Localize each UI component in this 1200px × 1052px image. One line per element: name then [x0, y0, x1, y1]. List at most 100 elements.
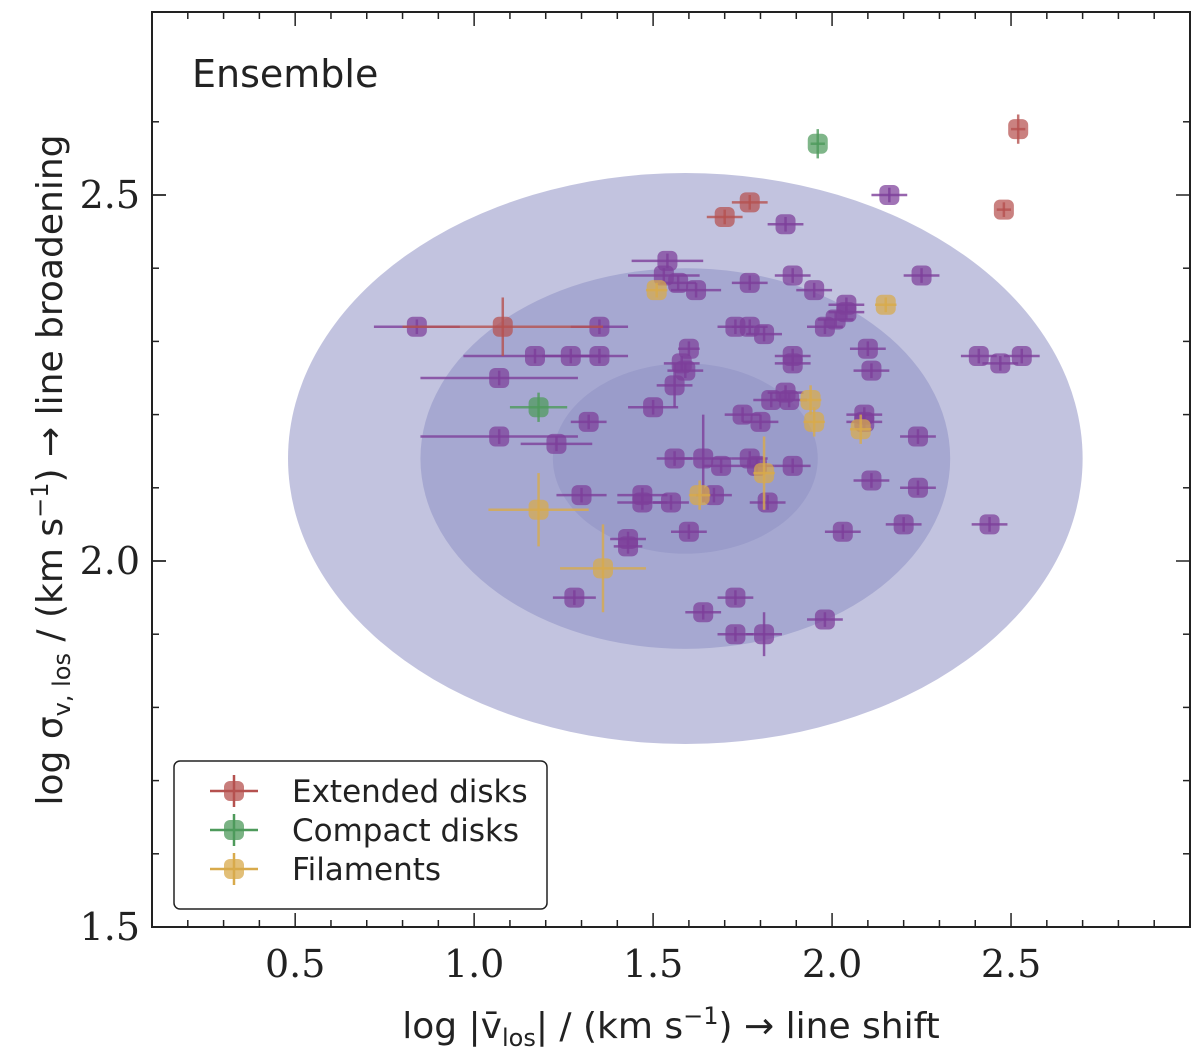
x-axis-label-sup: −1: [683, 1002, 718, 1030]
data-point-filaments: [803, 407, 825, 437]
legend-entry-compact-disks: Compact disks: [210, 813, 519, 849]
data-point-ensemble: [774, 265, 811, 286]
data-point-ensemble: [853, 360, 890, 381]
marker: [782, 265, 803, 286]
data-point-ensemble: [1003, 346, 1040, 367]
x-tick-label: 2.5: [981, 942, 1041, 986]
data-point-extended-disks: [1008, 114, 1029, 144]
marker: [492, 316, 513, 337]
legend-entry-filaments: Filaments: [210, 852, 441, 888]
marker: [857, 338, 878, 359]
marker: [564, 587, 585, 608]
marker: [750, 411, 771, 432]
marker: [668, 272, 689, 293]
marker: [643, 397, 664, 418]
x-axis-label-var: v̄: [481, 1006, 502, 1047]
marker: [800, 389, 821, 410]
legend-frame: [173, 760, 548, 910]
marker: [592, 558, 613, 579]
marker: [832, 521, 853, 542]
marker: [1008, 119, 1029, 140]
y-axis-label: log σv, los / (km s−1) → line broadening: [26, 135, 76, 806]
x-axis-label-sub: los: [502, 1024, 536, 1052]
marker: [725, 587, 746, 608]
x-tick-label: 2.0: [802, 942, 862, 986]
data-point-filaments: [688, 480, 711, 510]
marker: [693, 448, 714, 469]
marker: [979, 514, 1000, 535]
data-point-ensemble: [570, 346, 629, 367]
marker: [968, 346, 989, 367]
marker: [907, 426, 928, 447]
data-point-ensemble: [653, 492, 689, 513]
marker: [664, 375, 685, 396]
marker: [578, 411, 599, 432]
data-point-ensemble: [731, 272, 768, 293]
axis-ticks: 0.5 1.0 1.5 2.0 2.5 1.5 2.0 2.5: [80, 12, 1190, 986]
data-point-ensemble: [678, 338, 700, 359]
data-point-ensemble: [903, 265, 940, 286]
data-point-compact-disks: [807, 129, 828, 159]
panel-label: Ensemble: [192, 52, 378, 96]
legend-label: Extended disks: [292, 774, 528, 810]
legend-label: Filaments: [292, 852, 441, 888]
data-point-ensemble: [771, 389, 808, 410]
data-point-ensemble: [671, 521, 707, 542]
marker: [661, 492, 681, 513]
data-point-ensemble: [552, 587, 596, 608]
marker: [804, 411, 825, 432]
data-point-filaments: [875, 294, 897, 315]
marker: [993, 199, 1014, 220]
marker: [804, 280, 825, 301]
data-point-ensemble: [871, 185, 908, 205]
y-axis-label-suffix: ) → line broadening: [30, 135, 71, 483]
y-axis-label-sub: v, los: [48, 653, 76, 716]
data-point-ensemble: [628, 397, 679, 418]
data-point-ensemble: [900, 426, 936, 447]
data-point-extended-disks: [706, 206, 743, 227]
marker: [807, 133, 828, 154]
data-point-ensemble: [828, 302, 865, 323]
plot-frame: [151, 11, 1191, 928]
x-axis-label: log |v̄los| / (km s−1) → line shift: [402, 1002, 940, 1052]
x-tick-label: 1.5: [623, 942, 683, 986]
data-point-filaments: [645, 280, 668, 301]
data-point-filaments: [488, 473, 589, 547]
data-point-ensemble: [796, 280, 833, 301]
marker: [861, 470, 882, 491]
marker: [782, 455, 803, 476]
data-point-ensemble: [570, 411, 607, 432]
data-point-ensemble: [742, 411, 779, 432]
marker: [779, 389, 800, 410]
legend-marker: [224, 859, 244, 879]
data-point-ensemble: [982, 353, 1019, 374]
marker: [632, 492, 653, 513]
marker: [893, 514, 914, 535]
marker: [693, 602, 714, 623]
marker: [528, 397, 549, 418]
marker: [757, 492, 778, 513]
marker: [678, 338, 699, 359]
data-point-ensemble: [849, 338, 886, 359]
marker: [732, 404, 753, 425]
legend-entry-extended-disks: Extended disks: [210, 774, 528, 810]
marker: [814, 609, 835, 630]
data-point-ensemble: [774, 455, 811, 476]
data-point-extended-disks: [993, 199, 1014, 220]
marker: [739, 448, 760, 469]
marker: [546, 433, 567, 454]
marker: [739, 272, 760, 293]
legend-marker: [224, 781, 244, 801]
data-point-ensemble: [900, 477, 936, 498]
data-point-ensemble: [556, 485, 607, 506]
marker: [875, 294, 896, 315]
marker: [879, 185, 900, 205]
legend: Extended disks Compact disks Filaments: [173, 760, 548, 910]
marker: [725, 624, 746, 645]
data-point-ensemble: [807, 609, 843, 630]
y-tick-label: 2.0: [80, 539, 140, 583]
x-axis-label-suffix: ) → line shift: [719, 1006, 940, 1047]
x-axis-label-prefix: log |: [402, 1006, 480, 1047]
data-point-ensemble: [671, 280, 722, 301]
